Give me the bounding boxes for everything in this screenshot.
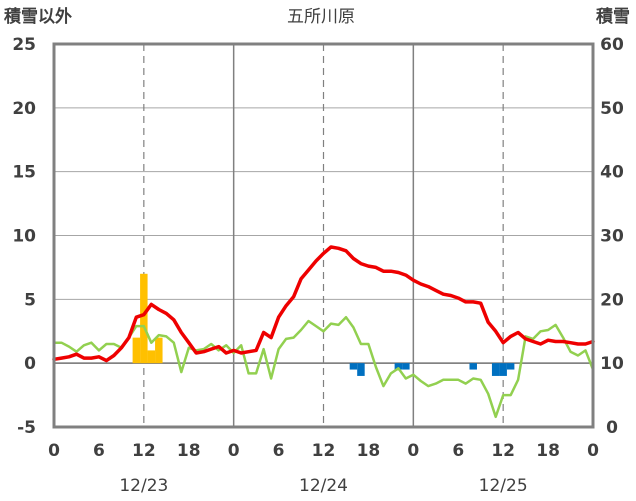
- right-y-tick-label: 30: [600, 227, 624, 247]
- left-y-tick-label: 20: [12, 99, 36, 119]
- left-y-tick-label: 5: [24, 290, 36, 310]
- x-tick-label: 18: [177, 441, 201, 461]
- precip-bar: [499, 363, 507, 376]
- x-tick-label: 18: [357, 441, 381, 461]
- right-y-tick-label: 50: [600, 99, 624, 119]
- date-label: 12/23: [119, 476, 168, 496]
- left-axis-title: 積雪以外: [4, 6, 72, 27]
- precip-bar: [349, 363, 358, 370]
- right-y-tick-label: 60: [600, 35, 624, 55]
- date-label: 12/25: [479, 476, 528, 496]
- precip-bar: [469, 363, 477, 370]
- x-tick-label: 12: [491, 441, 515, 461]
- precip-bar: [155, 337, 163, 364]
- left-y-tick-label: -5: [17, 418, 36, 438]
- right-y-tick-label: 40: [600, 163, 624, 183]
- x-tick-label: 0: [587, 441, 599, 461]
- right-y-tick-label: 20: [600, 290, 624, 310]
- precipitation-bars: [132, 273, 515, 376]
- plot-frame: [52, 42, 595, 429]
- precip-bar: [491, 363, 500, 376]
- x-tick-label: 6: [93, 441, 105, 461]
- precip-bar: [402, 363, 410, 370]
- precip-bar: [132, 337, 141, 364]
- temperature-line: [52, 245, 595, 363]
- left-y-tick-label: 15: [12, 163, 36, 183]
- plot-border: [52, 42, 595, 429]
- x-tick-label: 18: [536, 441, 560, 461]
- x-tick-label: 6: [273, 441, 285, 461]
- x-tick-label: 0: [228, 441, 240, 461]
- precip-bar: [140, 273, 148, 364]
- wind-line: [52, 315, 595, 419]
- x-tick-label: 12: [312, 441, 336, 461]
- precip-bar: [394, 363, 403, 370]
- chart-title: 五所川原: [287, 7, 355, 27]
- x-tick-label: 0: [407, 441, 419, 461]
- left-y-tick-label: 10: [12, 227, 36, 247]
- left-y-tick-label: 0: [24, 354, 36, 374]
- left-y-tick-label: 25: [12, 35, 36, 55]
- precip-bar: [357, 363, 365, 376]
- x-tick-label: 12: [132, 441, 156, 461]
- precip-bar: [506, 363, 515, 370]
- x-tick-label: 0: [48, 441, 60, 461]
- date-label: 12/24: [299, 476, 348, 496]
- precip-bar: [147, 350, 156, 364]
- right-axis-title: 積雪: [596, 6, 630, 27]
- right-y-tick-label: 0: [606, 418, 618, 438]
- x-tick-label: 6: [452, 441, 464, 461]
- right-y-tick-label: 10: [600, 354, 624, 374]
